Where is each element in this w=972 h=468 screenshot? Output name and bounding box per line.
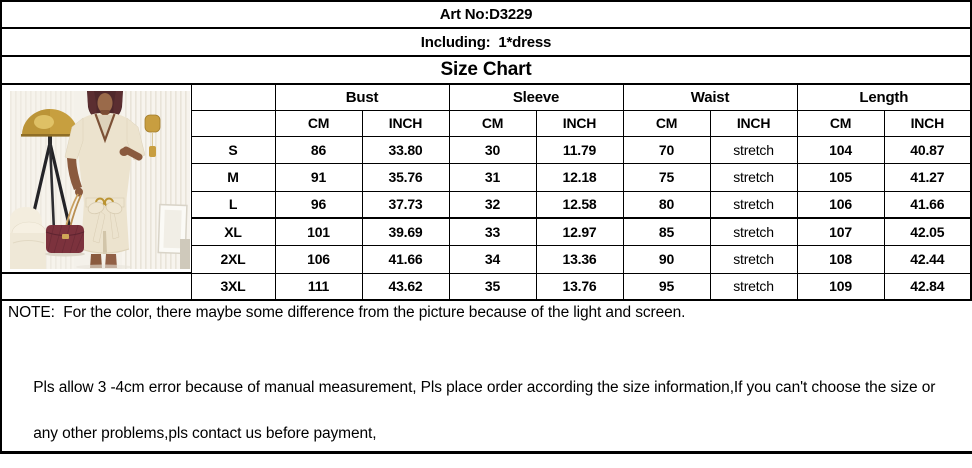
unit-header-blank — [190, 109, 276, 138]
note-measurement-line1: Pls allow 3 -4cm error because of manual… — [33, 379, 936, 396]
photo-column-empty-cell — [0, 272, 192, 301]
value-cell: 37.73 — [361, 190, 450, 219]
art-no-bar: Art No:D3229 — [0, 0, 972, 29]
size-chart-title: Size Chart — [440, 59, 532, 80]
note-measurement-lines: Pls allow 3 -4cm error because of manual… — [8, 353, 968, 468]
product-photo — [10, 91, 190, 270]
size-label: 2XL — [190, 245, 276, 274]
value-cell: 39.69 — [361, 217, 450, 247]
value-cell: 107 — [796, 217, 885, 247]
value-cell: 91 — [274, 163, 363, 192]
value-cell: 43.62 — [361, 272, 450, 301]
value-cell: 33 — [448, 217, 537, 247]
value-cell: 106 — [274, 245, 363, 274]
group-header-length: Length — [796, 83, 972, 111]
value-cell: 75 — [622, 163, 711, 192]
value-cell: 41.27 — [883, 163, 972, 192]
value-cell: stretch — [709, 272, 798, 301]
value-cell: 41.66 — [361, 245, 450, 274]
value-cell: 30 — [448, 136, 537, 165]
value-cell: stretch — [709, 245, 798, 274]
value-cell: 40.87 — [883, 136, 972, 165]
value-cell: 34 — [448, 245, 537, 274]
size-label: XL — [190, 217, 276, 247]
value-cell: 32 — [448, 190, 537, 219]
size-label: M — [190, 163, 276, 192]
value-cell: stretch — [709, 217, 798, 247]
table-row-s: S 86 33.80 30 11.79 70 stretch 104 40.87 — [1, 136, 972, 165]
value-cell: 42.44 — [883, 245, 972, 274]
unit-header: INCH — [361, 109, 450, 138]
value-cell: 35 — [448, 272, 537, 301]
group-header-row: Bust Sleeve Waist Length — [0, 83, 972, 274]
size-table: Bust Sleeve Waist Length CM INCH CM INCH… — [0, 83, 972, 301]
value-cell: 101 — [274, 217, 363, 247]
size-label: S — [190, 136, 276, 165]
group-header-bust: Bust — [274, 83, 450, 111]
size-column-header — [190, 83, 276, 111]
value-cell: 33.80 — [361, 136, 450, 165]
size-label: L — [190, 190, 276, 219]
value-cell: 109 — [796, 272, 885, 301]
unit-header: INCH — [709, 109, 798, 138]
photo-blinds-corner — [180, 239, 190, 269]
note-color-line: NOTE: For the color, there maybe some di… — [8, 304, 686, 321]
art-no-text: Art No:D3229 — [439, 6, 533, 23]
unit-header: INCH — [883, 109, 972, 138]
unit-header: INCH — [535, 109, 624, 138]
value-cell: 35.76 — [361, 163, 450, 192]
value-cell: 12.18 — [535, 163, 624, 192]
value-cell: 106 — [796, 190, 885, 219]
value-cell: 90 — [622, 245, 711, 274]
unit-header-row: CM INCH CM INCH CM INCH CM INCH — [1, 109, 972, 138]
value-cell: 13.76 — [535, 272, 624, 301]
size-label: 3XL — [190, 272, 276, 301]
value-cell: 13.36 — [535, 245, 624, 274]
table-row-xl: XL 101 39.69 33 12.97 85 stretch 107 42.… — [1, 217, 972, 247]
value-cell: 96 — [274, 190, 363, 219]
photo-model — [64, 91, 146, 270]
value-cell: 85 — [622, 217, 711, 247]
value-cell: stretch — [709, 190, 798, 219]
size-chart-title-bar: Size Chart — [0, 55, 972, 85]
photo-leaning-frame — [157, 203, 188, 255]
value-cell: 31 — [448, 163, 537, 192]
table-row-l: L 96 37.73 32 12.58 80 stretch 106 41.66 — [1, 190, 972, 219]
including-bar: Including: 1*dress — [0, 27, 972, 57]
value-cell: stretch — [709, 136, 798, 165]
unit-header: CM — [274, 109, 363, 138]
including-text: Including: 1*dress — [420, 33, 552, 51]
value-cell: 70 — [622, 136, 711, 165]
value-cell: 104 — [796, 136, 885, 165]
group-header-sleeve: Sleeve — [448, 83, 624, 111]
value-cell: 41.66 — [883, 190, 972, 219]
table-row-2xl: 2XL 106 41.66 34 13.36 90 stretch 108 42… — [1, 245, 972, 274]
value-cell: 12.58 — [535, 190, 624, 219]
photo-armchair — [10, 207, 47, 269]
notes-section: NOTE: For the color, there maybe some di… — [0, 301, 972, 454]
value-cell: 12.97 — [535, 217, 624, 247]
value-cell: stretch — [709, 163, 798, 192]
value-cell: 42.84 — [883, 272, 972, 301]
value-cell: 111 — [274, 272, 363, 301]
photo-wall-ornament — [144, 114, 161, 157]
value-cell: 95 — [622, 272, 711, 301]
unit-header: CM — [796, 109, 885, 138]
value-cell: 80 — [622, 190, 711, 219]
value-cell: 105 — [796, 163, 885, 192]
value-cell: 108 — [796, 245, 885, 274]
photo-handbag — [45, 193, 85, 257]
group-header-waist: Waist — [622, 83, 798, 111]
product-photo-cell — [0, 83, 192, 274]
note-measurement-line2: any other problems,pls contact us before… — [33, 425, 377, 442]
unit-header: CM — [448, 109, 537, 138]
table-row-3xl: 3XL 111 43.62 35 13.76 95 stretch 109 42… — [0, 272, 972, 301]
value-cell: 86 — [274, 136, 363, 165]
value-cell: 11.79 — [535, 136, 624, 165]
unit-header: CM — [622, 109, 711, 138]
value-cell: 42.05 — [883, 217, 972, 247]
